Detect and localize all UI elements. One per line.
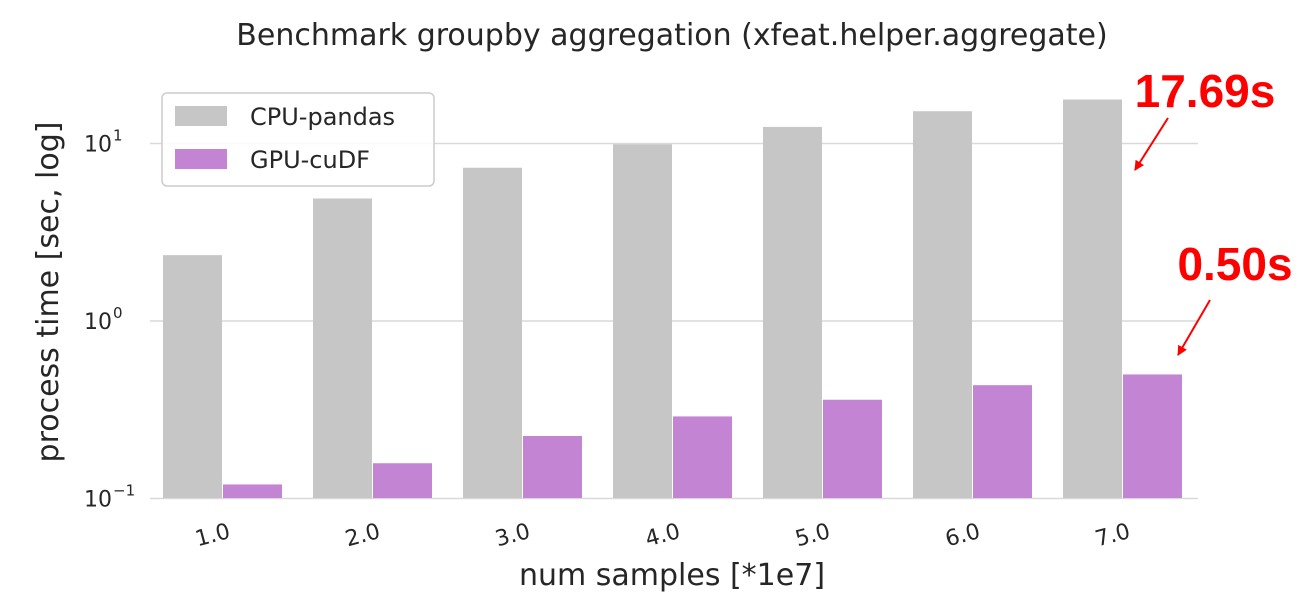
bar-cpu-pandas-6.0 [913,111,972,498]
bar-gpu-cudf-6.0 [973,385,1032,498]
y-tick-label: 10 0 [84,304,123,335]
x-tick-label: 6.0 [943,519,983,552]
y-tick-label: 10 1 [84,127,123,158]
x-tick-label: 5.0 [793,519,833,552]
chart-title: Benchmark groupby aggregation (xfeat.hel… [236,18,1107,53]
x-tick-labels: 1.0 2.0 3.0 4.0 5.0 6.0 7.0 [193,519,1133,552]
x-tick-label: 3.0 [493,519,533,552]
bars [163,99,1182,499]
y-tick-base: 10 [84,310,112,335]
bar-cpu-pandas-1.0 [163,255,222,498]
annotation-gpu-time: 0.50s [1177,238,1292,290]
bar-cpu-pandas-5.0 [763,126,822,498]
y-tick-exponent: 1 [113,127,123,145]
x-tick-label: 7.0 [1093,519,1133,552]
y-tick-exponent: 0 [113,304,123,322]
bar-gpu-cudf-1.0 [223,484,282,498]
x-axis-label: num samples [*1e7] [519,558,825,593]
legend-box [161,92,435,187]
y-tick-base: 10 [84,488,112,513]
x-tick-label: 1.0 [193,519,233,552]
y-tick-label: 10 −1 [84,482,135,513]
annotation-cpu-arrow [1134,117,1169,171]
bar-gpu-cudf-2.0 [373,463,432,498]
annotation-gpu-arrow [1177,299,1211,356]
legend-label-cpu-pandas: CPU-pandas [250,103,395,131]
bar-cpu-pandas-2.0 [313,198,372,499]
x-tick-label: 4.0 [643,519,683,552]
bar-gpu-cudf-5.0 [823,399,882,498]
legend: CPU-pandas GPU-cuDF [161,92,435,187]
annotations: 17.69s 0.50s [1134,65,1293,356]
bar-gpu-cudf-7.0 [1123,374,1182,498]
y-tick-exponent: −1 [113,482,135,500]
legend-swatch-cpu-pandas [175,106,227,126]
bar-gpu-cudf-3.0 [523,435,582,498]
legend-swatch-gpu-cudf [175,149,227,169]
bar-cpu-pandas-3.0 [463,167,522,498]
bar-cpu-pandas-4.0 [613,144,672,498]
y-tick-base: 10 [84,133,112,158]
annotation-cpu-time: 17.69s [1135,65,1276,117]
x-tick-label: 2.0 [343,519,383,552]
legend-label-gpu-cudf: GPU-cuDF [250,146,370,174]
y-axis-label: process time [sec, log] [31,122,66,463]
bar-cpu-pandas-7.0 [1063,99,1122,498]
bar-gpu-cudf-4.0 [673,416,732,498]
